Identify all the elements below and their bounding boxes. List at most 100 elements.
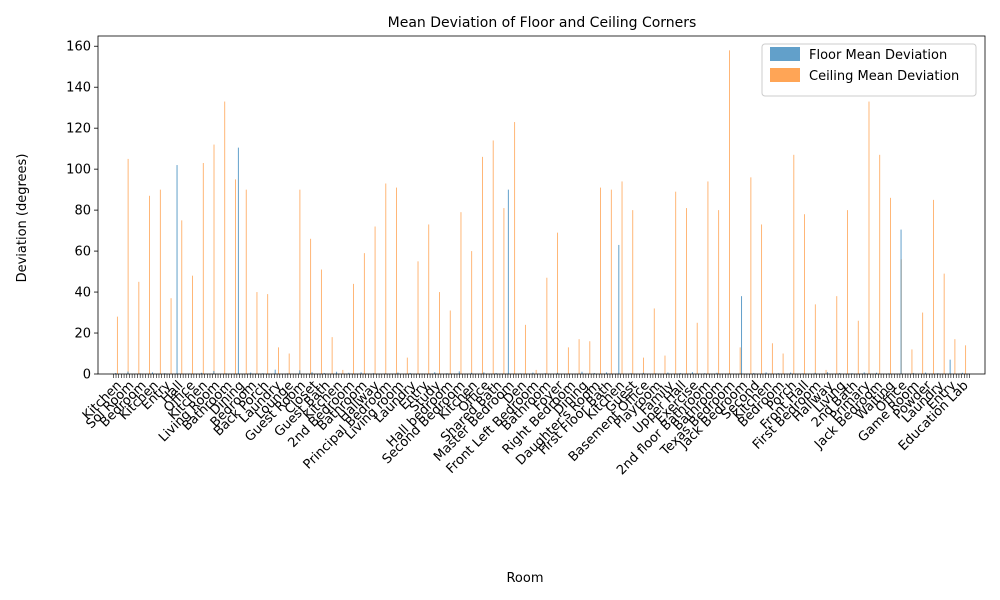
ceiling-bar	[127, 158, 129, 374]
ceiling-bar	[782, 353, 784, 374]
floor-bar	[483, 372, 485, 374]
floor-bar	[667, 372, 669, 374]
ceiling-bar	[868, 101, 870, 374]
floor-bar	[691, 372, 693, 374]
ceiling-bar	[610, 189, 612, 374]
ceiling-bar	[406, 357, 408, 374]
floor-bar	[593, 372, 595, 374]
ceiling-bar	[890, 197, 891, 374]
ceiling-bar	[696, 322, 698, 374]
ceiling-bar	[933, 199, 934, 374]
floor-bar	[814, 372, 816, 374]
ceiling-bar	[342, 369, 344, 374]
floor-bar	[532, 372, 534, 374]
ceiling-bar	[589, 341, 591, 374]
y-tick-label: 140	[66, 81, 91, 96]
floor-bar	[495, 372, 497, 374]
ceiling-bar	[771, 343, 773, 374]
ceiling-bar	[256, 292, 258, 374]
ceiling-bar	[385, 183, 387, 374]
y-axis: 0 20 40 60 80 100 120 140 160	[66, 40, 98, 383]
ceiling-bar	[159, 189, 161, 374]
ceiling-bar	[922, 312, 924, 374]
floor-bar	[753, 372, 755, 374]
ceiling-bar	[632, 210, 634, 374]
floor-bar	[323, 372, 325, 374]
floor-bar	[446, 373, 448, 374]
floor-bar	[876, 372, 878, 374]
y-tick-label: 0	[83, 368, 91, 383]
ceiling-bar	[814, 304, 816, 374]
ceiling-bar	[729, 50, 730, 375]
x-axis-label: Room	[506, 571, 543, 586]
ceiling-bar	[213, 144, 215, 374]
floor-bar	[765, 372, 767, 374]
floor-bar	[961, 372, 963, 374]
ceiling-bar	[492, 140, 494, 374]
ceiling-bar	[460, 212, 462, 374]
ceiling-bar	[686, 208, 687, 374]
floor-bar	[176, 165, 178, 374]
floor-bar	[372, 373, 374, 374]
ceiling-bar	[363, 253, 365, 374]
ceiling-bar	[535, 369, 537, 374]
floor-bar	[679, 372, 681, 374]
floor-bar	[434, 372, 436, 374]
y-tick-label: 40	[74, 286, 91, 301]
ceiling-bar	[847, 210, 848, 374]
ceiling-bar	[578, 339, 580, 374]
floor-bar	[937, 373, 939, 374]
ceiling-bar	[417, 261, 419, 374]
ceiling-bar	[664, 355, 666, 374]
floor-bar	[348, 372, 350, 374]
ceiling-bar	[278, 347, 279, 374]
ceiling-bar	[331, 337, 333, 374]
legend-box	[761, 43, 977, 97]
floor-bar	[839, 372, 841, 374]
ceiling-bar	[181, 220, 183, 374]
y-tick-label: 60	[74, 245, 91, 260]
ceiling-bar	[170, 298, 172, 374]
floor-bar	[618, 244, 620, 374]
legend-swatch-ceiling	[770, 68, 800, 82]
floor-bar	[949, 359, 951, 374]
bars-group	[115, 50, 967, 375]
ceiling-bar	[621, 181, 623, 374]
floor-bar	[311, 372, 313, 374]
floor-bar	[127, 371, 129, 374]
floor-bar	[716, 372, 718, 374]
floor-bar	[863, 372, 865, 374]
ceiling-bar	[600, 187, 601, 374]
ceiling-bar	[449, 310, 451, 374]
ceiling-bar	[503, 208, 505, 374]
floor-bar	[397, 372, 399, 374]
ceiling-bar	[396, 187, 397, 374]
legend-label-floor: Floor Mean Deviation	[809, 48, 947, 63]
floor-bar	[544, 373, 546, 374]
ceiling-bar	[965, 345, 967, 374]
ceiling-bar	[353, 283, 354, 374]
ceiling-bar	[879, 154, 881, 374]
floor-bar	[581, 371, 583, 374]
floor-bar	[925, 372, 927, 374]
floor-bar	[471, 372, 473, 374]
ceiling-bar	[761, 224, 763, 374]
ceiling-bar	[245, 189, 247, 374]
y-tick-label: 100	[66, 163, 91, 178]
ceiling-bar	[707, 181, 709, 374]
floor-bar	[237, 147, 239, 374]
ceiling-bar	[288, 353, 290, 374]
floor-bar	[164, 373, 166, 374]
floor-bar	[250, 372, 252, 374]
ceiling-bar	[149, 195, 150, 374]
y-tick-label: 160	[66, 40, 91, 55]
ceiling-bar	[320, 269, 322, 374]
floor-bar	[630, 373, 632, 374]
floor-bar	[151, 372, 153, 374]
ceiling-bar	[428, 224, 430, 374]
ceiling-bar	[911, 349, 913, 374]
ceiling-bar	[192, 275, 193, 374]
floor-bar	[409, 372, 411, 374]
